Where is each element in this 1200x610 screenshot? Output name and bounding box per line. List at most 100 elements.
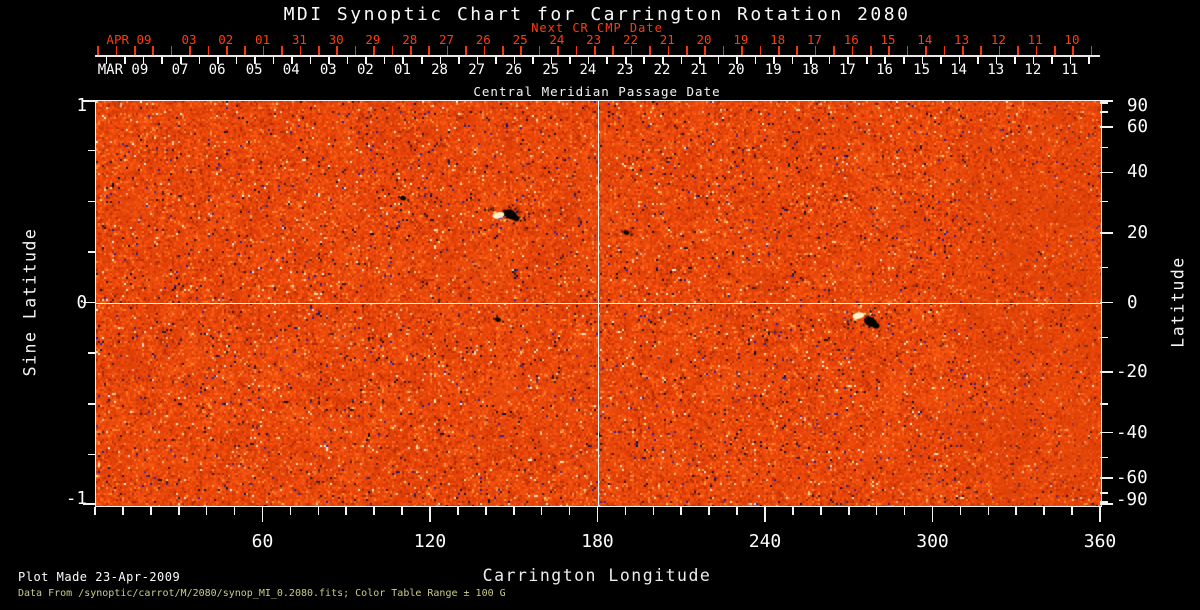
latitude-tick-label: -20 bbox=[1116, 361, 1148, 382]
longitude-major-tick bbox=[429, 506, 431, 522]
next-cr-date-tick bbox=[814, 46, 817, 55]
next-cr-date-tick bbox=[667, 46, 670, 55]
latitude-tick-label: -60 bbox=[1116, 467, 1148, 488]
longitude-minor-tick bbox=[233, 506, 236, 515]
next-cr-date-tick bbox=[943, 46, 946, 55]
cmp-date-tick bbox=[346, 56, 349, 64]
sine-latitude-axis-title: Sine Latitude bbox=[20, 227, 40, 377]
latitude-major-tick bbox=[1100, 503, 1113, 505]
longitude-minor-tick bbox=[680, 506, 683, 515]
next-cr-date-tick bbox=[612, 46, 614, 55]
next-cr-date-tick bbox=[796, 46, 798, 55]
cmp-date-tick bbox=[717, 56, 720, 64]
next-cr-day-label: 29 bbox=[365, 32, 381, 47]
cmp-day-label: 01 bbox=[394, 62, 411, 78]
cmp-month-label: MAR 09 bbox=[97, 62, 149, 78]
cmp-day-label: 14 bbox=[950, 62, 968, 78]
next-cr-date-tick bbox=[998, 46, 1001, 55]
next-cr-date-tick bbox=[483, 46, 486, 55]
longitude-minor-tick bbox=[512, 506, 515, 515]
next-cr-date-tick bbox=[336, 46, 338, 55]
latitude-minor-tick bbox=[1100, 492, 1108, 494]
cmp-axis-title: Central Meridian Passage Date bbox=[473, 84, 721, 99]
cmp-date-tick bbox=[958, 56, 961, 64]
longitude-minor-tick bbox=[205, 506, 208, 515]
cmp-date-tick bbox=[272, 56, 275, 64]
next-cr-day-label: 30 bbox=[328, 32, 344, 47]
next-cr-date-tick bbox=[152, 46, 154, 55]
equator-reference-line bbox=[96, 302, 1101, 305]
cmp-date-tick bbox=[624, 56, 627, 64]
cmp-date-tick bbox=[513, 56, 516, 64]
next-cr-date-tick bbox=[446, 46, 449, 55]
next-cr-date-tick bbox=[354, 46, 357, 55]
next-cr-date-tick bbox=[575, 46, 578, 55]
cmp-date-tick bbox=[291, 56, 293, 64]
cmp-day-label: 12 bbox=[1024, 62, 1042, 78]
next-cr-date-tick bbox=[428, 46, 430, 55]
cmp-date-tick bbox=[995, 56, 998, 64]
latitude-tick-label: 40 bbox=[1127, 162, 1149, 183]
cmp-day-label: 16 bbox=[876, 62, 893, 78]
longitude-minor-tick bbox=[820, 506, 822, 515]
next-cr-date-tick bbox=[962, 46, 964, 55]
cmp-day-label: 04 bbox=[282, 62, 300, 78]
cmp-date-tick bbox=[606, 56, 608, 64]
next-cr-date-tick bbox=[833, 46, 835, 55]
cmp-date-tick bbox=[495, 56, 497, 64]
cmp-date-tick bbox=[124, 56, 126, 64]
next-cr-date-tick bbox=[170, 46, 173, 55]
cmp-date-tick bbox=[309, 56, 312, 64]
cmp-day-label: 15 bbox=[913, 62, 931, 78]
cmp-date-tick bbox=[940, 56, 942, 64]
next-cr-day-label: 12 bbox=[990, 32, 1006, 47]
longitude-minor-tick bbox=[792, 506, 794, 515]
next-cr-cmp-date-label: Next CR CMP Date bbox=[531, 21, 663, 35]
cmp-day-label: 25 bbox=[542, 62, 560, 78]
longitude-tick-label: 240 bbox=[748, 530, 782, 552]
cmp-day-label: 06 bbox=[208, 62, 226, 78]
next-cr-date-tick bbox=[262, 46, 265, 55]
next-cr-date-tick bbox=[189, 46, 191, 55]
carrington-longitude-axis: Carrington Longitude 60 120 180 240 300 360 bbox=[94, 506, 1116, 607]
longitude-minor-tick bbox=[177, 506, 180, 515]
longitude-tick-label: 360 bbox=[1083, 530, 1117, 552]
cmp-date-tick bbox=[791, 56, 794, 64]
longitude-minor-tick bbox=[736, 506, 738, 515]
latitude-axis-title: Latitude bbox=[1168, 256, 1188, 348]
cmp-date-tick bbox=[1088, 56, 1090, 64]
sine-latitude-tick-label: 1 bbox=[76, 96, 87, 116]
longitude-major-tick bbox=[596, 506, 599, 522]
cmp-date-tick bbox=[1069, 56, 1072, 64]
next-cr-date-tick bbox=[759, 46, 762, 55]
latitude-major-tick bbox=[1100, 126, 1113, 128]
next-cr-day-label: 18 bbox=[770, 32, 786, 47]
latitude-major-tick bbox=[1100, 301, 1113, 304]
cmp-date-tick bbox=[179, 56, 182, 64]
next-cr-day-label: 10 bbox=[1064, 32, 1080, 47]
next-cr-date-tick bbox=[649, 46, 651, 55]
next-cr-date-tick bbox=[870, 46, 872, 55]
cmp-date-tick bbox=[662, 56, 664, 64]
next-cr-day-label: 31 bbox=[291, 32, 307, 47]
next-cr-date-tick bbox=[906, 46, 909, 55]
longitude-minor-tick bbox=[373, 506, 375, 515]
longitude-tick-label: 60 bbox=[251, 530, 274, 552]
latitude-tick-label: 60 bbox=[1127, 117, 1149, 138]
next-cr-day-label: 24 bbox=[549, 32, 565, 47]
cmp-date-tick bbox=[977, 56, 979, 64]
longitude-minor-tick bbox=[708, 506, 710, 515]
cmp-date-tick bbox=[161, 56, 163, 64]
cmp-date-tick bbox=[365, 56, 367, 64]
sine-latitude-tick-label: 0 bbox=[76, 292, 87, 313]
cmp-date-tick bbox=[680, 56, 683, 64]
cmp-day-label: 19 bbox=[764, 62, 782, 78]
longitude-minor-tick bbox=[122, 506, 124, 515]
cmp-date-tick bbox=[383, 56, 386, 64]
cmp-date-tick bbox=[550, 56, 553, 64]
cmp-date-tick bbox=[847, 56, 849, 64]
latitude-minor-tick bbox=[1100, 111, 1108, 113]
cmp-day-label: 28 bbox=[431, 62, 448, 78]
next-cr-date-tick bbox=[520, 46, 522, 55]
next-cr-date-tick bbox=[686, 46, 688, 55]
